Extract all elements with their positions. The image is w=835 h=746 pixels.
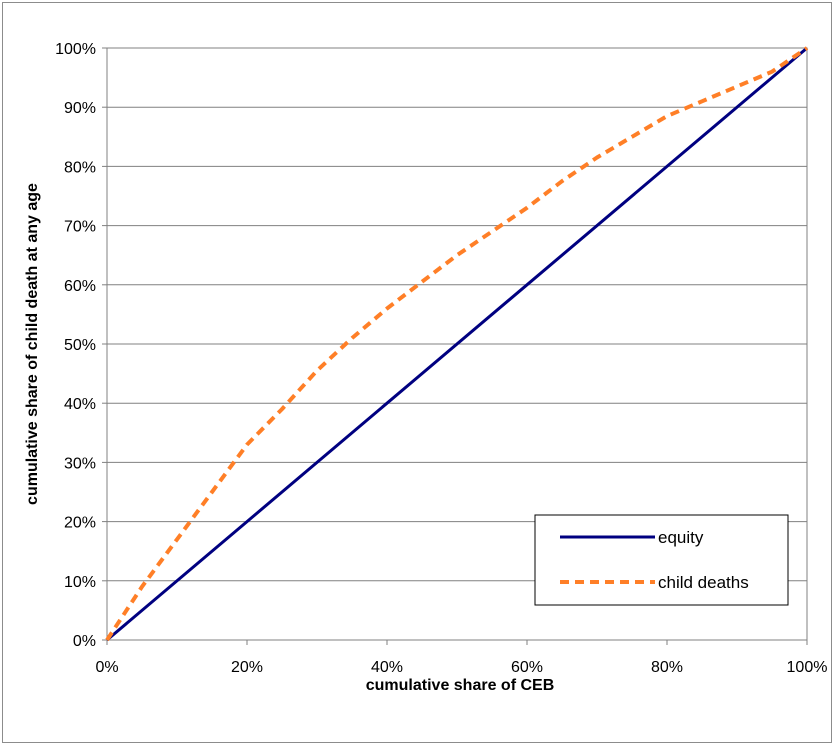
y-tick-label: 0% xyxy=(73,633,96,650)
legend: equity child deaths xyxy=(534,514,789,606)
legend-items: equity child deaths xyxy=(560,528,749,592)
y-axis-title: cumulative share of child death at any a… xyxy=(24,183,41,505)
series-line-child-deaths xyxy=(105,46,809,642)
plot-area-border xyxy=(106,47,808,641)
y-tick-label: 70% xyxy=(64,219,96,236)
y-tick-label: 100% xyxy=(55,41,96,58)
legend-box xyxy=(534,514,789,606)
y-tick-label: 30% xyxy=(64,455,96,472)
y-tick-label: 40% xyxy=(64,396,96,413)
y-tick-label: 90% xyxy=(64,100,96,117)
x-tick-labels: 0% 20% 40% 60% 80% 100% xyxy=(95,659,827,676)
y-tick-label: 60% xyxy=(64,278,96,295)
y-tick-label: 50% xyxy=(64,337,96,354)
series-line-equity xyxy=(106,46,808,642)
x-tick-label: 40% xyxy=(371,659,403,676)
x-axis-title: cumulative share of CEB xyxy=(366,677,555,694)
x-tick-label: 0% xyxy=(95,659,118,676)
y-tick-labels: 0% 10% 20% 30% 40% 50% 60% 70% 80% 90% 100% xyxy=(55,41,96,650)
y-tick-label: 20% xyxy=(64,515,96,532)
y-tick-label: 10% xyxy=(64,574,96,591)
x-tick-label: 80% xyxy=(651,659,683,676)
legend-label: child deaths xyxy=(658,573,749,592)
x-tick-label: 60% xyxy=(511,659,543,676)
x-tick-label: 20% xyxy=(231,659,263,676)
legend-label: equity xyxy=(658,528,704,547)
y-tick-label: 80% xyxy=(64,159,96,176)
x-tick-label: 100% xyxy=(787,659,828,676)
series-lines xyxy=(105,46,809,642)
